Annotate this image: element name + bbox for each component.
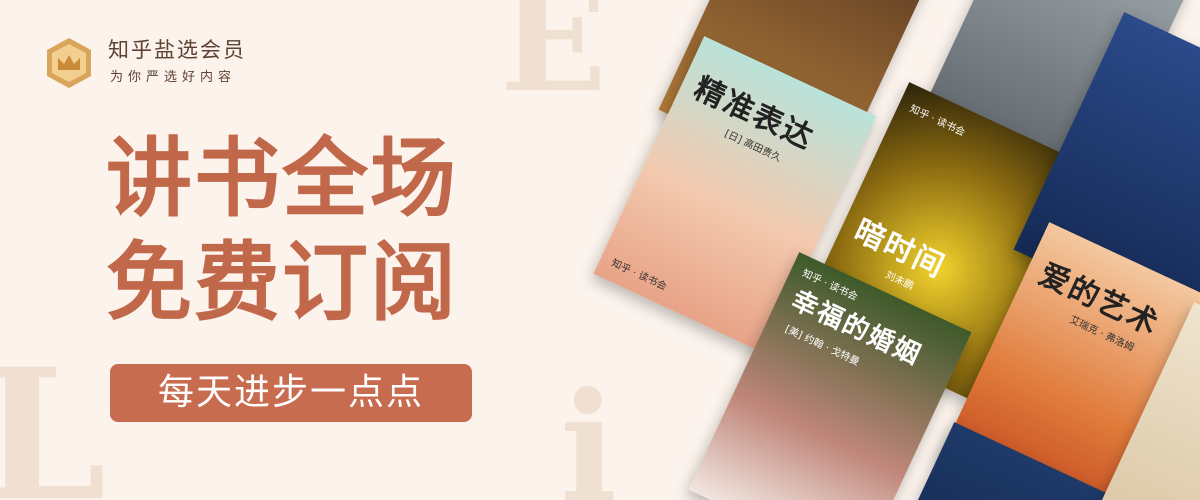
- slogan-button[interactable]: 每天进步一点点: [110, 364, 472, 422]
- logo: [47, 38, 91, 88]
- headline: 免费订阅: [106, 233, 458, 333]
- decoration: E: [500, 0, 607, 124]
- headline: 讲书全场: [106, 129, 458, 229]
- book-series: 知乎 · 读书会: [907, 103, 967, 139]
- brand-name: 知乎盐选会员: [108, 38, 246, 62]
- decoration: i: [560, 360, 617, 500]
- book-series: 知乎 · 读书会: [609, 257, 669, 293]
- brand-tagline: 为你严选好内容: [110, 70, 237, 85]
- decoration: L: [0, 330, 107, 500]
